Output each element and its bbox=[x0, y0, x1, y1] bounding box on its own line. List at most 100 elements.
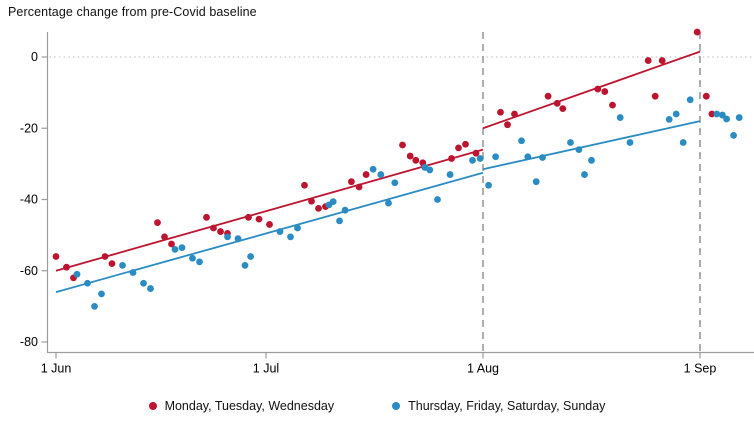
data-point-red bbox=[161, 233, 168, 241]
data-point-blue bbox=[434, 196, 441, 203]
data-point-red bbox=[708, 110, 716, 118]
data-point-red bbox=[154, 219, 161, 227]
data-point-red bbox=[609, 101, 616, 109]
data-point-blue bbox=[575, 146, 583, 154]
data-point-blue bbox=[341, 206, 349, 214]
data-point-blue bbox=[129, 269, 137, 276]
data-point-blue bbox=[476, 155, 484, 162]
legend-label-thu-fri-sat-sun: Thursday, Friday, Saturday, Sunday bbox=[408, 399, 606, 413]
data-point-red bbox=[63, 263, 70, 271]
data-point-blue bbox=[171, 245, 179, 253]
data-point-red bbox=[455, 144, 462, 152]
legend: Monday, Tuesday, Wednesday Thursday, Fri… bbox=[0, 399, 754, 413]
data-point-red bbox=[472, 149, 480, 157]
data-point-blue bbox=[234, 235, 242, 243]
data-point-red bbox=[315, 205, 322, 212]
data-point-red bbox=[702, 92, 710, 100]
data-point-blue bbox=[369, 165, 377, 173]
red-dot-marker-icon bbox=[148, 402, 157, 410]
x-tick-label: 1 Aug bbox=[467, 362, 499, 376]
data-point-blue bbox=[686, 96, 694, 104]
data-point-red bbox=[594, 85, 602, 93]
x-tick-label: 1 Jun bbox=[41, 362, 72, 376]
data-point-red bbox=[448, 155, 455, 162]
data-point-red bbox=[255, 215, 263, 223]
data-point-blue bbox=[91, 302, 98, 310]
data-point-red bbox=[399, 141, 406, 149]
data-point-red bbox=[203, 213, 210, 221]
y-tick-label: 0 bbox=[31, 50, 38, 64]
trend-line-red-segment-2 bbox=[482, 50, 701, 130]
data-point-red bbox=[644, 57, 652, 64]
data-point-blue bbox=[189, 254, 196, 262]
data-point-red bbox=[406, 152, 414, 160]
data-point-red bbox=[462, 140, 469, 148]
y-tick-label: -40 bbox=[20, 193, 38, 207]
data-point-blue bbox=[224, 233, 231, 241]
data-point-blue bbox=[469, 156, 476, 164]
data-point-red bbox=[559, 105, 567, 113]
data-point-red bbox=[511, 110, 518, 118]
data-point-blue bbox=[446, 171, 454, 178]
y-tick-label: -60 bbox=[20, 264, 38, 278]
data-point-blue bbox=[147, 285, 154, 292]
data-point-red bbox=[301, 181, 308, 189]
data-point-red bbox=[210, 224, 217, 232]
legend-item-thu-fri-sat-sun: Thursday, Friday, Saturday, Sunday bbox=[392, 399, 605, 413]
data-point-red bbox=[362, 171, 370, 178]
trend-line-red-segment-1 bbox=[55, 148, 484, 272]
data-point-red bbox=[108, 260, 116, 268]
trend-line-blue-segment-2 bbox=[482, 120, 701, 171]
data-point-blue bbox=[385, 199, 392, 207]
data-point-red bbox=[308, 197, 315, 205]
data-point-blue bbox=[196, 258, 203, 266]
data-point-blue bbox=[532, 178, 540, 186]
data-point-blue bbox=[247, 253, 255, 260]
data-point-blue bbox=[329, 198, 337, 206]
data-point-blue bbox=[73, 270, 81, 278]
data-point-blue bbox=[377, 171, 385, 178]
y-tick-label: -80 bbox=[20, 335, 38, 349]
data-point-blue bbox=[713, 110, 721, 118]
data-point-blue bbox=[276, 228, 284, 235]
data-point-blue bbox=[98, 290, 105, 298]
data-point-red bbox=[266, 221, 273, 228]
data-point-blue bbox=[735, 114, 743, 121]
legend-label-mon-tue-wed: Monday, Tuesday, Wednesday bbox=[164, 399, 335, 413]
data-point-red bbox=[504, 121, 511, 129]
data-point-red bbox=[348, 178, 355, 186]
data-point-blue bbox=[581, 171, 588, 178]
data-point-red bbox=[544, 92, 552, 100]
data-point-blue bbox=[567, 139, 574, 146]
data-point-red bbox=[658, 57, 666, 64]
y-tick-label: -20 bbox=[20, 121, 38, 135]
data-point-red bbox=[355, 183, 363, 191]
data-point-red bbox=[217, 228, 224, 235]
x-tick-label: 1 Sep bbox=[684, 362, 717, 376]
legend-item-mon-tue-wed: Monday, Tuesday, Wednesday bbox=[148, 399, 335, 413]
data-point-blue bbox=[539, 154, 546, 161]
data-point-red bbox=[601, 88, 609, 95]
chart-title: Percentage change from pre-Covid baselin… bbox=[8, 5, 257, 19]
data-point-blue bbox=[336, 217, 343, 225]
data-point-red bbox=[52, 253, 60, 260]
data-point-blue bbox=[626, 139, 634, 146]
data-point-blue bbox=[485, 181, 492, 189]
data-point-blue bbox=[492, 153, 499, 161]
data-point-red bbox=[497, 108, 504, 116]
x-tick-label: 1 Jul bbox=[253, 362, 279, 376]
trend-line-blue-segment-1 bbox=[55, 171, 484, 293]
data-point-red bbox=[553, 99, 561, 107]
data-point-blue bbox=[178, 244, 186, 251]
data-point-blue bbox=[426, 166, 434, 174]
data-point-blue bbox=[665, 115, 673, 123]
data-point-blue bbox=[287, 233, 294, 241]
data-point-blue bbox=[294, 224, 301, 232]
data-point-blue bbox=[518, 137, 525, 145]
data-point-blue bbox=[672, 110, 680, 118]
data-point-blue bbox=[140, 279, 147, 287]
data-point-blue bbox=[524, 153, 532, 161]
data-point-blue bbox=[119, 262, 126, 269]
data-point-red bbox=[168, 240, 175, 248]
